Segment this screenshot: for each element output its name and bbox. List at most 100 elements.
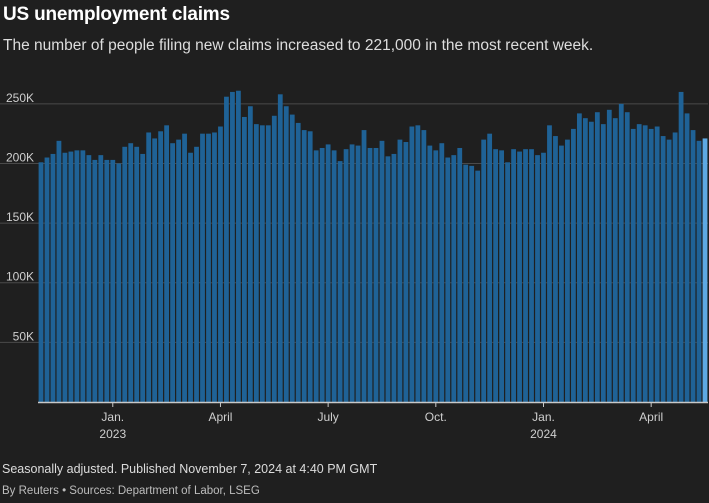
bar <box>271 115 277 402</box>
bar <box>200 133 205 403</box>
bar-latest-week <box>702 138 708 402</box>
bar <box>636 124 642 402</box>
bar <box>588 121 594 403</box>
bar <box>176 139 181 402</box>
bar <box>140 153 146 402</box>
chart-title: US unemployment claims <box>3 4 230 25</box>
x-tick-label: Jan. <box>532 410 555 424</box>
y-tick-label: 50K <box>13 329 34 343</box>
bar <box>116 163 122 402</box>
bar <box>511 149 516 402</box>
bar <box>164 125 170 402</box>
bar <box>259 125 265 402</box>
bar <box>379 140 385 402</box>
bar <box>445 157 451 402</box>
y-tick-label: 150K <box>6 210 34 224</box>
y-tick-label: 250K <box>6 91 34 105</box>
bar <box>499 150 505 402</box>
bar <box>409 126 415 402</box>
bar <box>600 124 606 402</box>
bar <box>469 165 475 402</box>
bar <box>206 133 211 403</box>
bar <box>295 122 301 403</box>
bar <box>612 118 618 402</box>
bar <box>253 124 259 402</box>
bar <box>289 114 295 402</box>
bar <box>122 146 128 402</box>
x-tick-label: Oct. <box>425 410 447 424</box>
bar <box>301 130 307 402</box>
bar <box>403 142 409 402</box>
bar <box>50 153 56 402</box>
bar <box>194 146 199 402</box>
bar <box>373 147 379 402</box>
bar <box>152 138 158 402</box>
bar <box>391 153 397 402</box>
bar <box>331 150 337 402</box>
bar <box>146 132 152 402</box>
bar <box>505 162 510 402</box>
x-tick-label: April <box>208 410 232 424</box>
bar <box>660 136 666 403</box>
bar <box>517 151 522 402</box>
bar <box>624 112 630 402</box>
bar <box>576 113 582 402</box>
bar <box>170 143 175 402</box>
bar <box>690 130 696 402</box>
bar <box>62 152 68 402</box>
bar <box>415 125 421 402</box>
bar <box>582 118 588 402</box>
bar <box>188 152 193 402</box>
bar <box>481 139 487 402</box>
bar <box>218 126 223 402</box>
bar <box>38 162 44 402</box>
bar <box>182 133 187 403</box>
bar <box>654 126 660 402</box>
bar <box>648 128 654 402</box>
bar <box>319 147 325 402</box>
bar <box>104 159 110 402</box>
bar <box>277 94 283 402</box>
x-tick-label: July <box>317 410 338 424</box>
bar <box>247 106 253 403</box>
bar <box>475 170 481 402</box>
bar <box>618 103 624 402</box>
bar <box>283 106 289 403</box>
bar <box>463 164 469 402</box>
bar <box>493 149 499 402</box>
bar <box>367 147 373 402</box>
bar <box>421 130 427 402</box>
bar <box>487 133 493 403</box>
bar <box>642 125 648 402</box>
bar <box>451 155 457 402</box>
bar <box>457 147 463 402</box>
x-tick-label: Jan. <box>101 410 124 424</box>
bar <box>571 128 576 402</box>
bar <box>594 112 600 402</box>
bar <box>92 159 98 402</box>
bar <box>98 155 104 402</box>
bar <box>158 131 164 402</box>
chart-subtitle: The number of people filing new claims i… <box>3 37 594 54</box>
bar <box>541 152 546 402</box>
bar <box>630 128 636 402</box>
bar <box>337 161 343 402</box>
bar <box>224 96 229 402</box>
bar <box>529 149 534 402</box>
bar <box>553 136 558 403</box>
bar <box>128 143 134 402</box>
bar <box>44 157 50 402</box>
bar <box>427 145 433 402</box>
bar <box>74 150 80 402</box>
bar <box>355 145 361 402</box>
y-tick-label: 200K <box>6 150 34 164</box>
bar <box>212 132 217 402</box>
bar <box>606 109 612 402</box>
bar <box>565 139 570 402</box>
bar <box>86 155 92 402</box>
bar <box>684 113 690 402</box>
bar <box>313 150 319 402</box>
bar <box>523 149 528 402</box>
bar <box>559 145 564 402</box>
